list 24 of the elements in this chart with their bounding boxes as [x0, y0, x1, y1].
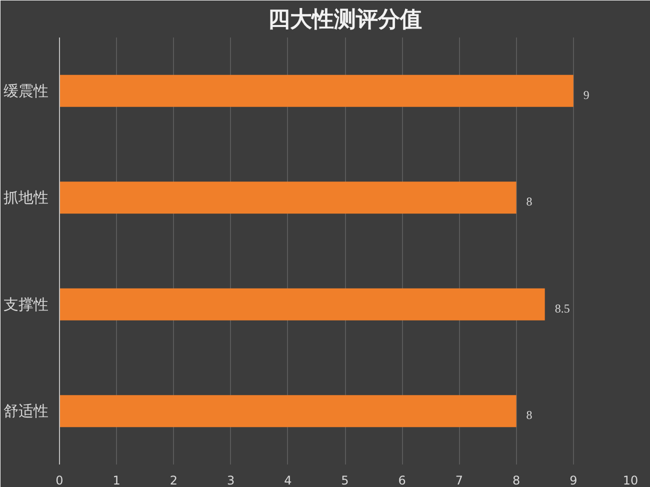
x-tick-label: 8: [512, 474, 520, 487]
x-tick-label: 1: [112, 474, 120, 487]
x-tick-label: 6: [398, 474, 406, 487]
y-tick-label: 舒适性: [4, 402, 48, 420]
data-label: 9: [583, 88, 590, 102]
data-label: 8.5: [554, 301, 570, 316]
data-label: 8: [526, 194, 532, 209]
x-tick-label: 7: [455, 474, 464, 487]
x-tick-label: 10: [622, 474, 638, 487]
y-tick-label: 抓地性: [4, 188, 48, 207]
x-tick-label: 2: [170, 474, 178, 487]
bar: [60, 395, 516, 428]
bar: [60, 182, 516, 214]
y-tick-label: 支撑性: [4, 295, 48, 314]
x-tick-label: 3: [226, 474, 235, 487]
x-tick-label: 0: [56, 474, 64, 487]
y-tick-label: 缓震性: [4, 82, 48, 100]
x-tick-label: 5: [341, 474, 349, 487]
bar: [60, 288, 545, 320]
data-label: 8: [526, 408, 532, 422]
chart-title: 四大性测评分值: [268, 8, 422, 32]
x-tick-label: 9: [570, 474, 578, 487]
x-tick-label: 4: [284, 474, 292, 487]
bar: [60, 74, 574, 107]
